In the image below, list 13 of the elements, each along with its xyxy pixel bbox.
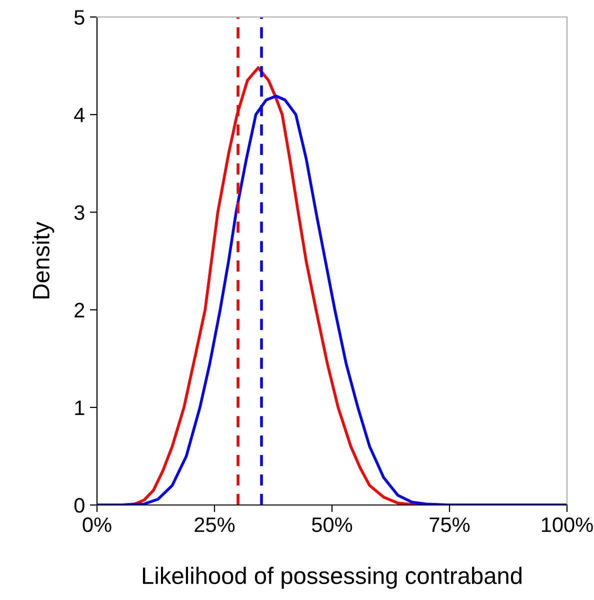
y-tick-label: 0 (74, 498, 84, 513)
x-tick-label: 25% (194, 517, 235, 532)
y-tick-label: 5 (74, 10, 84, 25)
y-axis-title: Density (32, 222, 54, 298)
y-tick-label: 3 (74, 205, 84, 220)
y-tick-label: 1 (75, 400, 84, 415)
x-tick-label: 100% (542, 517, 593, 532)
x-tick-label: 50% (312, 517, 352, 532)
x-axis-title: Likelihood of possessing contraband (142, 566, 522, 589)
x-tick-label: 0% (82, 517, 112, 532)
x-tick-label: 75% (430, 517, 470, 532)
y-tick-label: 4 (74, 108, 85, 122)
y-tick-label: 2 (74, 302, 84, 318)
